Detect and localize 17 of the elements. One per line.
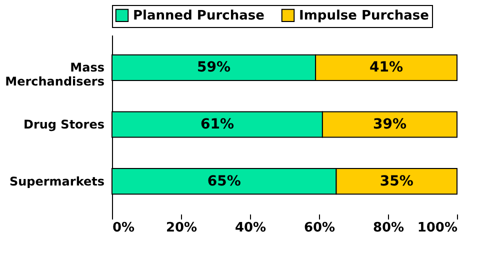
data-label: 59% xyxy=(197,60,231,76)
x-tick-label: 20% xyxy=(166,220,198,236)
data-label: 65% xyxy=(207,173,241,190)
legend-label: Impulse Purchase xyxy=(299,8,430,24)
data-label: 35% xyxy=(380,173,414,190)
y-tick-label: Supermarkets xyxy=(9,174,104,188)
x-tick-label: 60% xyxy=(304,220,336,236)
x-tick-label: 40% xyxy=(234,220,266,236)
legend-label: Planned Purchase xyxy=(133,8,265,24)
x-tick-label: 80% xyxy=(372,220,404,236)
y-tick-label: Drug Stores xyxy=(23,118,104,132)
x-tick-label: 0% xyxy=(112,220,135,236)
data-label: 61% xyxy=(200,116,234,132)
y-tick-label: Mass Merchandisers xyxy=(5,60,104,89)
data-label: 41% xyxy=(370,60,404,76)
x-tick-label: 100% xyxy=(417,220,458,236)
data-label: 39% xyxy=(372,116,406,132)
